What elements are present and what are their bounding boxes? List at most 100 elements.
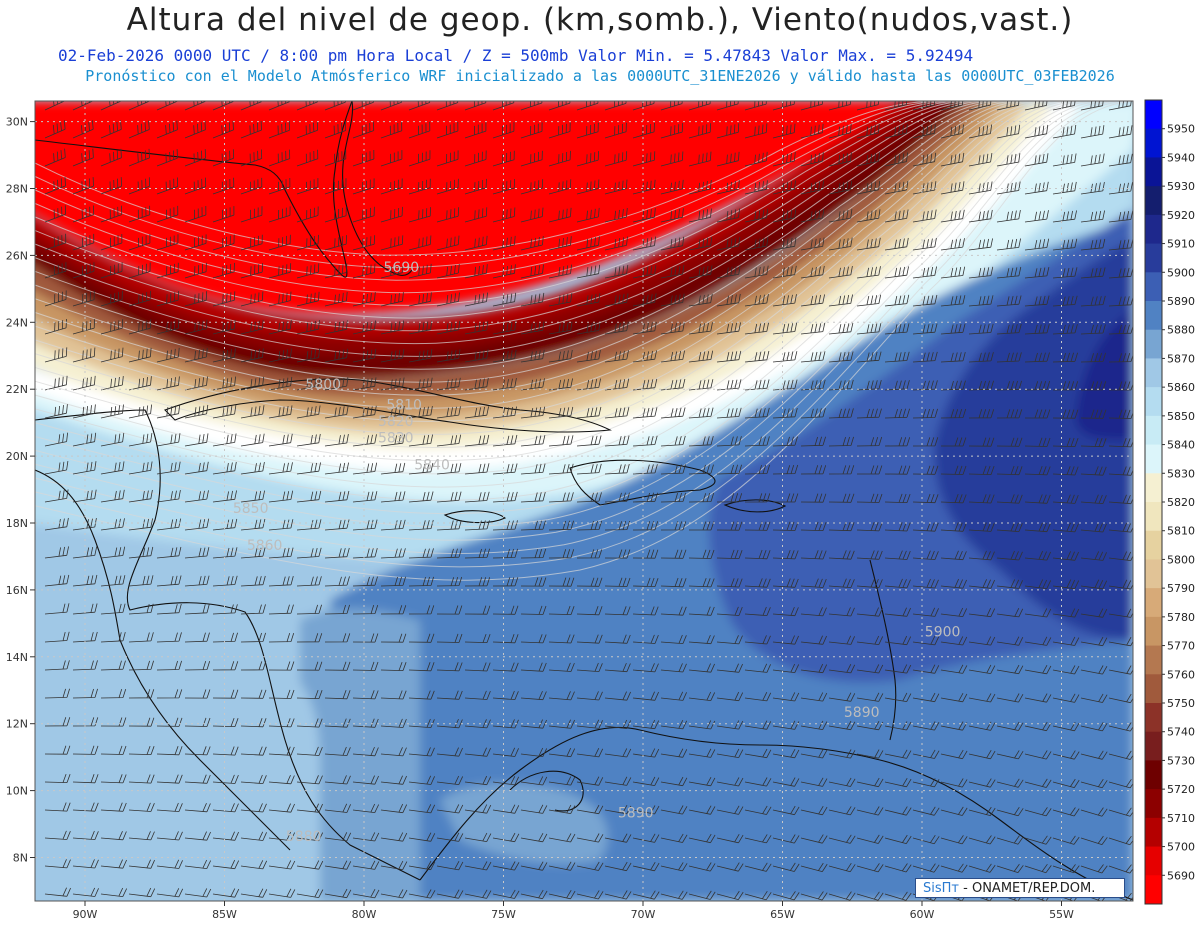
contour-label: 5840 — [414, 457, 450, 473]
colorbar-swatch — [1145, 760, 1162, 790]
colorbar-swatch — [1145, 272, 1162, 302]
contour-label: 5690 — [384, 260, 420, 276]
lon-tick-label: 65W — [770, 908, 795, 921]
lon-tick-label: 60W — [910, 908, 935, 921]
lat-tick-label: 24N — [6, 316, 28, 329]
colorbar-swatch — [1145, 214, 1162, 245]
contour-label: 5890 — [618, 805, 654, 821]
contour-label: 5800 — [305, 377, 341, 393]
colorbar-swatch — [1145, 645, 1162, 675]
colorbar-label: 5870 — [1167, 352, 1195, 365]
lon-tick-label: 75W — [491, 908, 516, 921]
colorbar-label: 5920 — [1167, 209, 1195, 222]
map-subtitle-time: 02-Feb-2026 0000 UTC / 8:00 pm Hora Loca… — [58, 46, 974, 65]
lat-tick-label: 26N — [6, 249, 28, 262]
colorbar-swatch — [1145, 559, 1162, 589]
colorbar-label: 5690 — [1167, 869, 1195, 882]
colorbar-swatch — [1145, 415, 1162, 446]
colorbar-label: 5720 — [1167, 783, 1195, 796]
colorbar-label: 5850 — [1167, 410, 1195, 423]
colorbar-label: 5740 — [1167, 726, 1195, 739]
colorbar-label: 5830 — [1167, 467, 1195, 480]
colorbar-label: 5730 — [1167, 754, 1195, 767]
colorbar-label: 5910 — [1167, 238, 1195, 251]
colorbar-label: 5770 — [1167, 640, 1195, 653]
contour-label: 5880 — [286, 829, 322, 845]
axis-ticks: 30N 28N 26N 24N 22N 20N 18N 16N 14N 12N 10N 8N 90W 85… — [6, 116, 1074, 921]
colorbar-swatch — [1145, 243, 1162, 273]
contour-label: 5850 — [233, 501, 269, 517]
colorbar-label: 5950 — [1167, 123, 1195, 136]
colorbar-swatch — [1145, 100, 1162, 130]
lat-tick-label: 18N — [6, 517, 28, 530]
contour-label: 5890 — [844, 705, 880, 721]
colorbar-label: 5760 — [1167, 668, 1195, 681]
lat-tick-label: 20N — [6, 450, 28, 463]
colorbar-label: 5840 — [1167, 439, 1195, 452]
contour-label: 5820 — [378, 414, 414, 430]
lon-tick-label: 85W — [212, 908, 237, 921]
colorbar-swatch — [1145, 616, 1162, 647]
colorbar-swatch — [1145, 588, 1162, 618]
colorbar-label: 5700 — [1167, 841, 1195, 854]
lon-tick-label: 80W — [352, 908, 377, 921]
lat-tick-label: 28N — [6, 183, 28, 196]
lat-tick-label: 22N — [6, 383, 28, 396]
lon-tick-label: 70W — [631, 908, 656, 921]
colorbar-swatch — [1145, 358, 1162, 388]
credit-text: - ONAMET/REP.DOM. — [963, 881, 1096, 896]
lat-tick-label: 30N — [6, 116, 28, 129]
colorbar-label: 5880 — [1167, 324, 1195, 337]
lon-tick-label: 55W — [1049, 908, 1074, 921]
wind-barbs — [44, 101, 1133, 901]
colorbar-swatch — [1145, 387, 1162, 417]
colorbar-label: 5940 — [1167, 151, 1195, 164]
colorbar-swatch — [1145, 674, 1162, 704]
colorbar-swatch — [1145, 186, 1162, 216]
contour-label: 5830 — [378, 431, 414, 447]
contour-label: 5900 — [925, 625, 961, 641]
colorbar-swatch — [1145, 128, 1162, 158]
lat-tick-label: 16N — [6, 584, 28, 597]
lat-tick-label: 8N — [13, 852, 28, 865]
map-title: Altura del nivel de geop. (km,somb.), Vi… — [126, 2, 1074, 38]
colorbar-swatch — [1145, 731, 1162, 761]
contour-label: 5860 — [247, 538, 283, 554]
colorbar-swatch — [1145, 502, 1162, 532]
credit-badge: SisПт - ONAMET/REP.DOM. — [915, 878, 1125, 898]
colorbar-label: 5710 — [1167, 812, 1195, 825]
colorbar-swatch — [1145, 157, 1162, 187]
contour-label: 5810 — [386, 397, 422, 413]
colorbar-label: 5810 — [1167, 525, 1195, 538]
lat-tick-label: 14N — [6, 651, 28, 664]
colorbar-label: 5890 — [1167, 295, 1195, 308]
colorbar-label: 5900 — [1167, 266, 1195, 279]
colorbar-swatch — [1145, 444, 1162, 474]
lat-tick-label: 10N — [6, 785, 28, 798]
colorbar-swatch — [1145, 789, 1162, 819]
colorbar-swatch — [1145, 703, 1162, 733]
colorbar-swatch — [1145, 846, 1162, 876]
colorbar-label: 5860 — [1167, 381, 1195, 394]
lat-tick-label: 12N — [6, 718, 28, 731]
colorbar-swatch — [1145, 817, 1162, 848]
colorbar-label: 5780 — [1167, 611, 1195, 624]
colorbar-label: 5790 — [1167, 582, 1195, 595]
colorbar-swatch — [1145, 301, 1162, 331]
map-subtitle-model: Pronóstico con el Modelo Atmósferico WRF… — [85, 67, 1115, 85]
colorbar-swatch — [1145, 530, 1162, 560]
colorbar-label: 5750 — [1167, 697, 1195, 710]
credit-brand: SisПт — [923, 881, 959, 896]
colorbar: 5950 5940 5930 5920 5910 5900 5890 5880 5870 5860… — [1144, 99, 1195, 905]
colorbar-label: 5800 — [1167, 553, 1195, 566]
map-frame — [34, 100, 1134, 902]
colorbar-label: 5820 — [1167, 496, 1195, 509]
colorbar-swatch — [1145, 875, 1162, 905]
colorbar-swatch — [1145, 473, 1162, 503]
colorbar-swatch — [1145, 329, 1162, 359]
lon-tick-label: 90W — [73, 908, 98, 921]
colorbar-label: 5930 — [1167, 180, 1195, 193]
